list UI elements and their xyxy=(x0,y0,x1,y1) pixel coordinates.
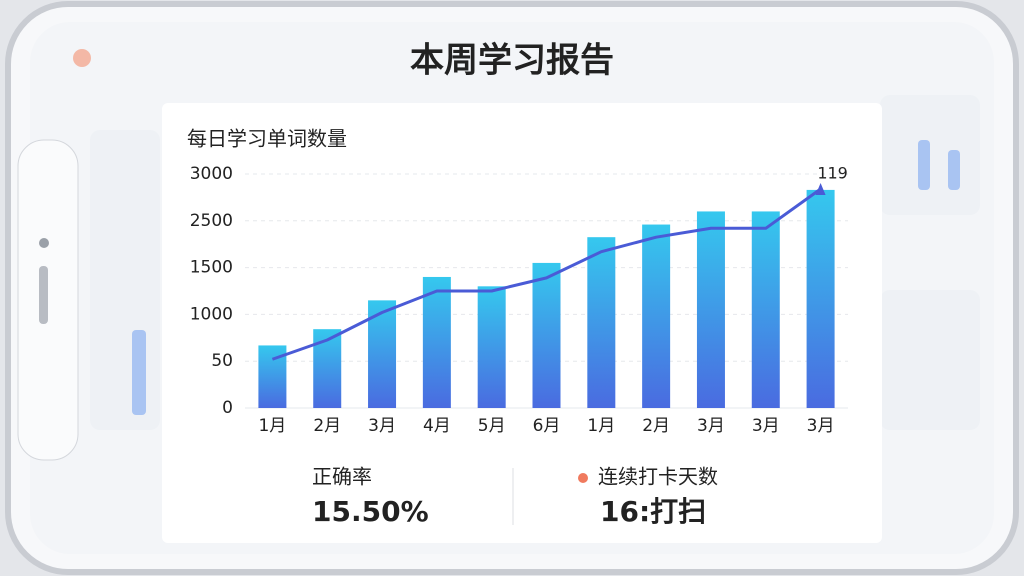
bar xyxy=(806,189,835,408)
stat-value: 15.50% xyxy=(312,495,429,528)
y-tick-label: 1500 xyxy=(190,258,233,278)
y-tick-label: 1000 xyxy=(190,304,233,324)
stat-dot xyxy=(578,473,588,483)
blur-icon xyxy=(73,49,91,67)
line-arrow xyxy=(815,182,826,195)
x-tick-label: 1月 xyxy=(258,416,286,436)
y-tick-label: 50 xyxy=(211,351,233,371)
annotation: 119 xyxy=(817,164,848,183)
side-button xyxy=(39,266,48,324)
bar xyxy=(422,276,451,408)
x-tick-label: 1月 xyxy=(587,416,615,436)
x-tick-label: 2月 xyxy=(642,416,670,436)
stat-label: 正确率 xyxy=(312,465,372,489)
line xyxy=(271,187,822,361)
bar xyxy=(532,262,561,408)
side-dot xyxy=(39,238,49,248)
y-tick-label: 0 xyxy=(222,398,233,418)
blur-card xyxy=(880,290,980,430)
bar xyxy=(751,211,780,408)
x-tick-label: 2月 xyxy=(313,416,341,436)
blur-bar xyxy=(948,150,960,190)
blur-bar xyxy=(918,140,930,190)
blur-card xyxy=(90,130,160,430)
page-title: 本周学习报告 xyxy=(410,41,614,81)
bar xyxy=(477,286,506,408)
bar xyxy=(587,237,616,408)
x-tick-label: 6月 xyxy=(533,416,561,436)
y-tick-label: 2500 xyxy=(190,211,233,231)
blur-bar xyxy=(132,330,146,415)
stat-value: 16:打扫 xyxy=(600,495,706,528)
x-tick-label: 3月 xyxy=(752,416,780,436)
bar xyxy=(696,211,725,408)
x-tick-label: 3月 xyxy=(697,416,725,436)
chart-title: 每日学习单词数量 xyxy=(187,127,347,151)
x-tick-label: 4月 xyxy=(423,416,451,436)
x-tick-label: 3月 xyxy=(368,416,396,436)
y-tick-label: 3000 xyxy=(190,164,233,184)
bar xyxy=(642,224,671,408)
x-tick-label: 3月 xyxy=(807,416,835,436)
stat-label: 连续打卡天数 xyxy=(598,465,718,489)
x-tick-label: 5月 xyxy=(478,416,506,436)
